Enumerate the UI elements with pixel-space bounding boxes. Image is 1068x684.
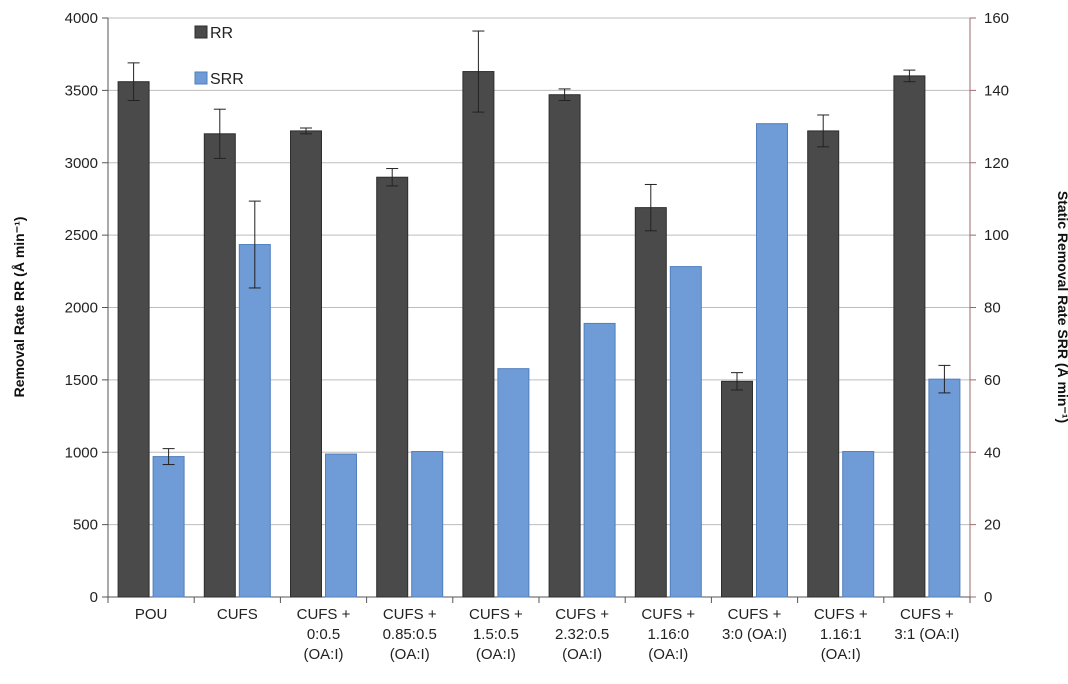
bar-srr xyxy=(325,453,357,598)
x-tick-label: CUFS +1.5:0.5 (OA:I) xyxy=(469,606,523,663)
y-axis-ticks: 0 500 1000 1500 2000 2500 3000 3500 4000 xyxy=(65,10,108,606)
bar-rr xyxy=(376,176,409,598)
category-labels: POU CUFS CUFS +0:0.5 (OA:I) CUFS +0.85:0.5 (O… xyxy=(107,597,971,663)
y-tick-label: 2000 xyxy=(65,300,98,317)
y2-tick-label: 100 xyxy=(984,227,1009,244)
y2-tick-label: 80 xyxy=(984,300,1001,317)
y2-tick-label: 0 xyxy=(984,589,992,606)
legend-label-rr: RR xyxy=(210,25,233,42)
bar-rr xyxy=(203,133,236,598)
bar-rr xyxy=(117,81,150,598)
x-tick-label: CUFS +0.85:0.5 (OA:I) xyxy=(383,606,437,663)
x-tick-label: CUFS xyxy=(217,606,258,623)
bar-srr xyxy=(669,266,702,598)
grid-lines xyxy=(108,17,970,526)
bar-srr xyxy=(497,368,530,598)
y-tick-label: 2500 xyxy=(65,227,98,244)
y2-tick-label: 40 xyxy=(984,444,1001,461)
y2-tick-label: 160 xyxy=(984,10,1009,27)
y2-tick-label: 20 xyxy=(984,517,1001,534)
x-tick-label: CUFS +2.32:0.5 (OA:I) xyxy=(555,606,609,663)
y2-tick-label: 60 xyxy=(984,372,1001,389)
y-tick-label: 0 xyxy=(90,589,98,606)
y-tick-label: 1000 xyxy=(65,444,98,461)
legend-swatch-srr xyxy=(194,71,208,85)
bar-srr xyxy=(411,451,444,598)
bar-rr xyxy=(634,207,667,598)
x-tick-label: CUFS +1.16:1 (OA:I) xyxy=(814,606,868,663)
x-tick-label: POU xyxy=(135,606,168,623)
bar-rr xyxy=(893,75,926,598)
x-tick-label: CUFS +3:0 (OA:I) xyxy=(722,606,787,643)
bar-srr xyxy=(842,451,875,598)
y-tick-label: 1500 xyxy=(65,372,98,389)
bar-rr xyxy=(290,130,322,598)
y-tick-label: 3000 xyxy=(65,155,98,172)
y-axis-title: Removal Rate RR (Å min⁻¹) xyxy=(11,217,27,398)
bar-srr xyxy=(238,244,271,598)
y2-tick-label: 140 xyxy=(984,82,1009,99)
error-bars xyxy=(127,30,951,466)
y-tick-label: 3500 xyxy=(65,82,98,99)
bar-rr xyxy=(548,94,581,598)
legend-label-srr: SRR xyxy=(210,71,244,88)
legend: RR SRR xyxy=(194,25,244,88)
y2-axis-ticks: 0 20 40 60 80 100 120 140 160 xyxy=(970,10,1009,606)
y2-tick-label: 120 xyxy=(984,155,1009,172)
bar-srr xyxy=(928,378,961,598)
x-tick-label: CUFS +0:0.5 (OA:I) xyxy=(297,606,351,663)
bar-srr xyxy=(756,123,788,598)
x-tick-label: CUFS +3:1 (OA:I) xyxy=(894,606,959,643)
bar-srr xyxy=(583,322,616,598)
x-tick-label: CUFS +1.16:0 (OA:I) xyxy=(641,606,695,663)
bar-rr xyxy=(462,71,495,598)
bar-rr xyxy=(721,380,753,598)
bar-srr xyxy=(152,456,185,598)
y-tick-label: 4000 xyxy=(65,10,98,27)
bars xyxy=(117,71,961,598)
bar-rr xyxy=(807,130,840,598)
legend-swatch-rr xyxy=(194,25,208,39)
y2-axis-title: Static Removal Rate SRR (Å min⁻¹) xyxy=(1055,191,1068,423)
y-tick-label: 500 xyxy=(73,517,98,534)
